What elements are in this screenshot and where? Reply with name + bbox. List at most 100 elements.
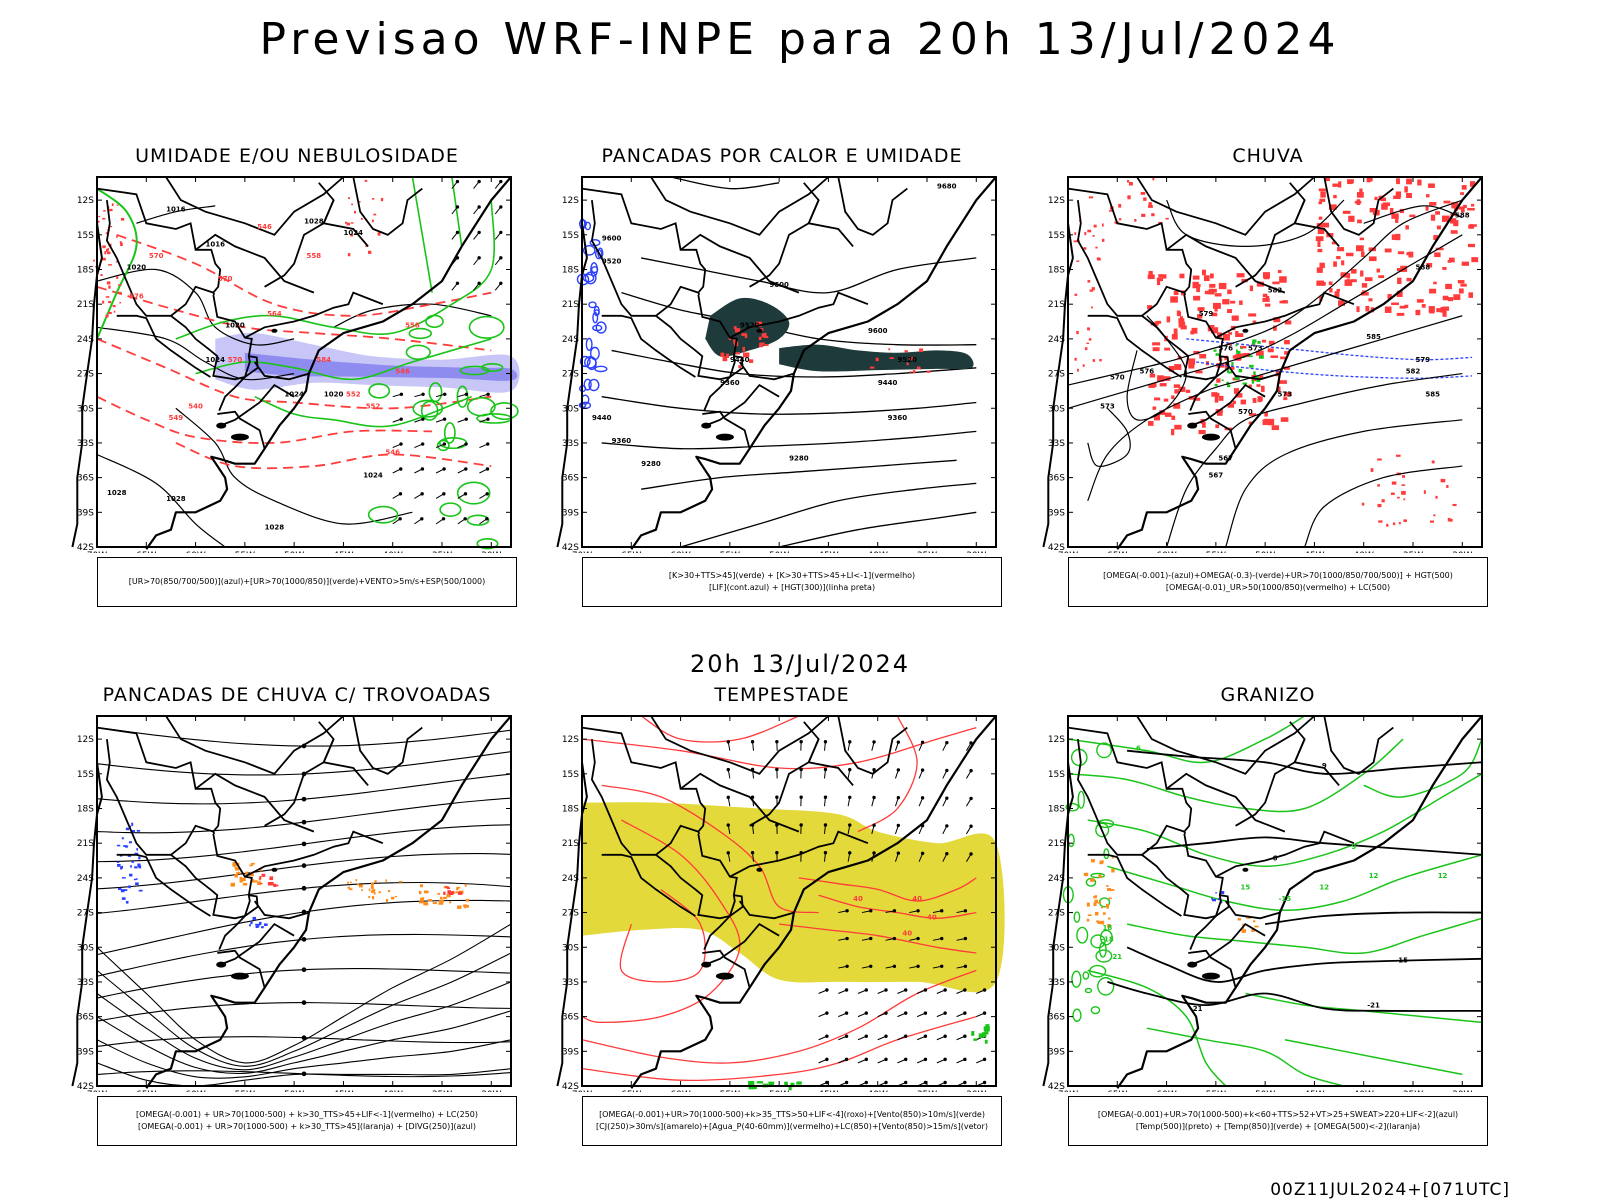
state-border xyxy=(96,187,222,296)
k-tts-area xyxy=(705,297,790,357)
data-pixel xyxy=(1209,288,1213,295)
lake-icon xyxy=(230,972,249,980)
data-pixel xyxy=(1360,270,1364,277)
wind-arrow-head xyxy=(750,740,755,744)
wind-arrow-head xyxy=(455,230,460,235)
contour-label: 40 xyxy=(927,914,937,922)
data-pixel xyxy=(1118,203,1122,208)
data-pixel xyxy=(733,338,737,344)
wind-arrow-head xyxy=(923,1057,928,1062)
data-pixel xyxy=(1262,272,1270,279)
data-pixel xyxy=(1185,389,1191,393)
lon-label: 35W xyxy=(917,551,937,553)
data-pixel xyxy=(100,274,103,276)
wind-arrow-head xyxy=(486,417,490,421)
panel-title: GRANIZO xyxy=(1220,684,1316,706)
data-pixel xyxy=(984,1039,988,1044)
data-pixel xyxy=(1463,204,1467,209)
wind-arrow-head xyxy=(892,936,897,941)
data-pixel xyxy=(116,844,121,847)
contour-line xyxy=(1087,969,1227,1087)
lon-label: 70W xyxy=(1058,1090,1078,1092)
data-pixel xyxy=(1425,194,1430,198)
temp-contour xyxy=(1103,848,1110,860)
data-pixel xyxy=(1127,179,1130,183)
thickness-labels: 570 576 564 570 558 584 552 546 540 549 546 552 558 5… xyxy=(129,223,420,456)
contour-label: 40 xyxy=(912,895,922,903)
data-pixel xyxy=(1197,314,1203,319)
lon-label: 30W xyxy=(481,1090,501,1092)
data-pixel xyxy=(1240,347,1243,350)
temp500-contours xyxy=(1107,749,1483,1012)
data-pixel xyxy=(1111,868,1115,873)
wind850-green xyxy=(971,1024,990,1044)
data-pixel xyxy=(125,900,129,904)
data-pixel xyxy=(121,897,126,900)
wind-arrow-head xyxy=(499,256,503,260)
lake-icon xyxy=(1187,961,1198,968)
temp500-labels: -21 15 -21 9 6 xyxy=(1190,762,1408,1013)
lat-label: 12S xyxy=(1048,735,1065,745)
data-pixel xyxy=(1282,300,1288,304)
data-pixel xyxy=(1319,295,1323,302)
red-cells xyxy=(259,873,279,888)
data-pixel xyxy=(1098,902,1102,904)
data-pixel xyxy=(368,888,371,891)
data-pixel xyxy=(1163,398,1169,402)
wind-arrow-head xyxy=(726,823,730,827)
lat-label: 24S xyxy=(77,874,94,884)
lat-label: 21S xyxy=(562,300,579,310)
wind-arrow-head xyxy=(477,281,481,285)
lat-label: 24S xyxy=(1048,874,1065,884)
temp-contour xyxy=(1095,822,1110,838)
data-pixel xyxy=(1429,310,1435,314)
data-pixel xyxy=(108,264,112,266)
map-granizo: -6 9 12 12 12 15 -15 18 -18 21 -21 15 -21 9 6 12S 15S 18S… xyxy=(1042,715,1483,1092)
legend-line: [OMEGA(-0.001)+UR>70(1000-500)+k<60+TTS>… xyxy=(1097,1110,1459,1119)
data-pixel xyxy=(374,880,377,883)
data-pixel xyxy=(1238,368,1243,373)
data-pixel xyxy=(1091,287,1095,291)
contour-line xyxy=(1146,1027,1345,1087)
data-pixel xyxy=(1151,213,1155,217)
state-border xyxy=(116,853,211,917)
data-pixel xyxy=(1073,240,1078,243)
data-pixel xyxy=(1215,353,1220,356)
data-pixel xyxy=(1209,273,1214,279)
data-pixel xyxy=(1284,351,1289,355)
borders-layer xyxy=(96,176,423,449)
lat-label: 15S xyxy=(562,231,579,241)
contour-label: 570 xyxy=(1238,408,1253,416)
data-pixel xyxy=(1232,400,1236,405)
lon-label: 70W xyxy=(572,551,592,553)
data-pixel xyxy=(121,865,124,869)
contour-line xyxy=(680,482,977,548)
state-border xyxy=(1087,853,1182,917)
data-pixel xyxy=(1092,359,1096,362)
data-pixel xyxy=(1284,320,1292,325)
lon-label: 50W xyxy=(769,1090,789,1092)
state-border xyxy=(116,314,211,378)
contour-label: 552 xyxy=(366,402,381,410)
streamline xyxy=(96,923,512,1064)
coastline xyxy=(630,176,997,550)
lon-label: 40W xyxy=(868,551,888,553)
data-pixel xyxy=(1213,302,1221,309)
data-pixel xyxy=(1170,296,1178,303)
data-pixel xyxy=(1262,293,1268,298)
lif-contour xyxy=(594,365,608,373)
data-pixel xyxy=(971,1031,975,1036)
streamline-arrow xyxy=(301,937,307,942)
data-pixel xyxy=(1384,248,1392,253)
wind-arrow-head xyxy=(485,492,489,496)
lat-label: 39S xyxy=(1048,1047,1065,1057)
data-pixel xyxy=(370,886,374,889)
lat-label: 27S xyxy=(1048,909,1065,919)
wind-arrow-head xyxy=(825,1011,829,1015)
wind-arrow-head xyxy=(848,795,852,800)
wind-arrow-head xyxy=(869,964,873,968)
lon-label: 40W xyxy=(868,1090,888,1092)
rh-contour xyxy=(456,481,491,505)
data-pixel xyxy=(121,877,126,879)
data-pixel xyxy=(1460,192,1465,195)
